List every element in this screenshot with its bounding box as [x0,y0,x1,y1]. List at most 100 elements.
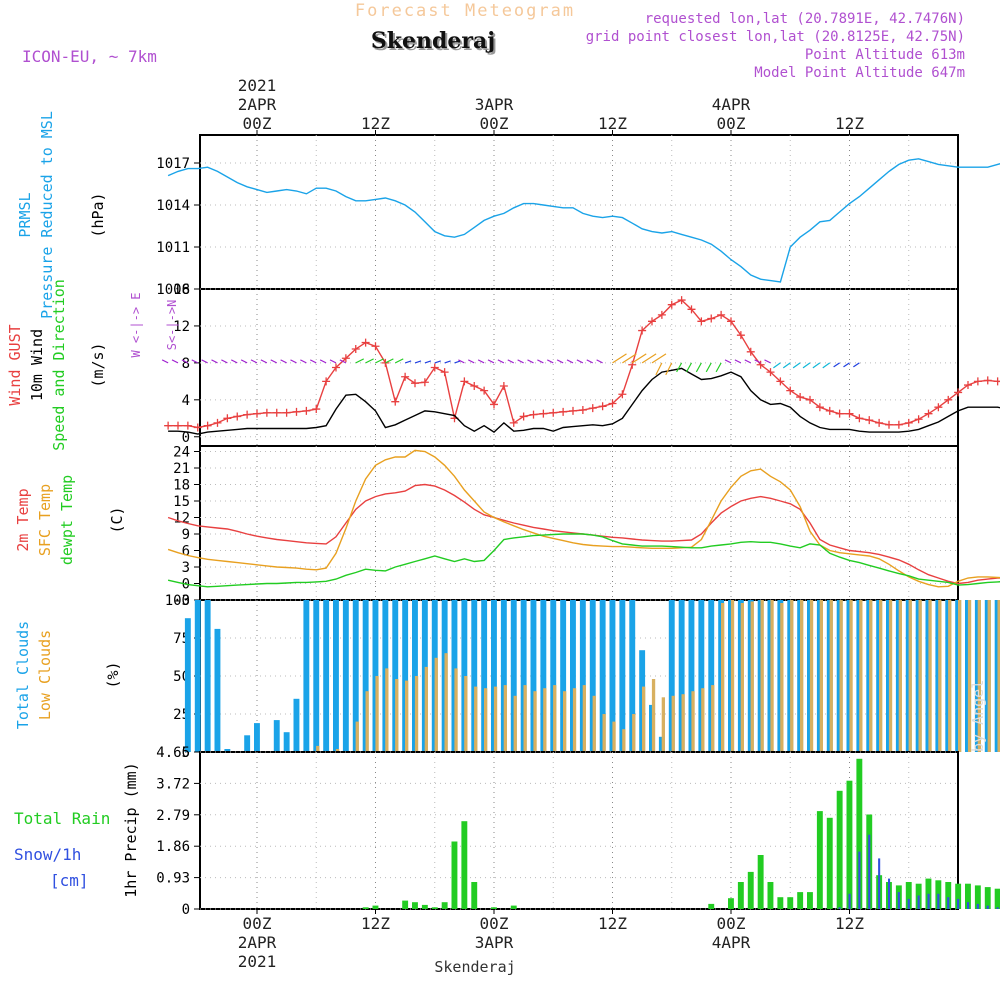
bar [303,600,310,752]
data-point [865,416,874,425]
bar [907,898,910,909]
bar [740,603,744,752]
bar [737,882,744,909]
data-point [983,376,992,385]
bar [750,601,754,752]
data-point [944,395,953,404]
data-point [480,386,489,395]
wind-arrow [764,359,771,364]
bar [708,903,715,909]
requested-coords: requested lon,lat (20.7891E, 42.7476N) [645,11,965,27]
time-label: 12Z [598,114,627,133]
data-point [954,388,963,397]
bar [691,691,695,752]
wind-arrow [434,360,441,364]
bar [273,720,280,752]
bar [244,735,251,752]
y-tick-label: 0.93 [156,871,190,887]
wind-arrow [404,360,412,364]
series-low-clouds [316,600,1000,752]
bar [868,834,871,909]
wind-arrow [853,362,860,368]
data-point [490,400,498,409]
bar [986,905,989,909]
wind-arrow [161,359,169,364]
wind-arrow [290,359,297,364]
bar [905,882,912,909]
bar [402,600,409,752]
bar [967,600,972,752]
wind-arrow [822,362,831,369]
data-point [924,409,933,418]
wind-arrow [773,362,781,369]
y-tick-label: 9 [182,527,190,543]
bar [421,904,428,909]
bar [414,676,419,752]
y-axis-label: (hPa) [89,192,107,237]
data-point [351,345,360,354]
legend-label: 10m Wind [28,329,46,401]
bar [730,600,735,752]
y-tick-label: 3.72 [156,776,190,792]
bar [362,600,369,752]
data-point [904,418,913,427]
bar [958,600,962,752]
bar [668,600,675,752]
bar [839,600,843,752]
data-point [509,418,518,427]
bar [622,729,626,752]
bar [797,892,804,909]
bar [849,600,853,752]
wind-arrow [782,362,791,369]
data-point [964,381,972,390]
bar [984,887,991,909]
wind-arrow [329,359,337,364]
bar [859,600,863,752]
wind-arrow [715,362,722,373]
bar [582,685,586,752]
wind-arrows [161,353,860,376]
wind-arrow [467,359,475,364]
data-point [707,314,716,323]
y-tick-label: 16 [173,282,190,298]
wind-arrow [744,359,752,364]
bar [974,885,981,909]
data-point [213,418,222,427]
panel-labels: 2m Temp SFC Temp dewpt Temp [14,475,76,565]
legend-label: [cm] [50,871,89,890]
wind-arrow [300,359,307,364]
series-10m-wind [168,367,1000,435]
series-line [168,299,1000,429]
bar [898,600,902,752]
data-point [815,403,824,412]
wind-arrow [596,359,603,364]
wind-arrow [566,359,574,364]
data-point [391,397,400,406]
panel-labels: Total Rain Snow/1h [cm] [14,809,110,890]
data-point [430,363,439,372]
bar [976,903,979,909]
time-label: 12Z [835,914,864,933]
bar [194,600,201,752]
wind-arrow [444,360,451,364]
wind-arrow [754,359,761,364]
y-tick-label: 21 [173,461,190,477]
data-point [233,412,242,421]
bar [701,688,705,752]
time-label: 4APR [712,95,751,114]
y-tick-label: 1017 [156,156,190,172]
data-point [855,414,864,423]
time-label: 3APR [475,95,514,114]
bar [484,688,488,752]
data-point [569,406,577,415]
bar [451,841,458,909]
bar [678,600,685,752]
bar [965,883,971,909]
bar [651,679,656,752]
y-tick-label: -3 [173,593,190,609]
wind-arrow [424,360,432,364]
data-point [786,386,795,395]
y-axis-label: (C) [108,506,126,533]
bar [967,902,970,909]
series-line [167,533,1000,588]
